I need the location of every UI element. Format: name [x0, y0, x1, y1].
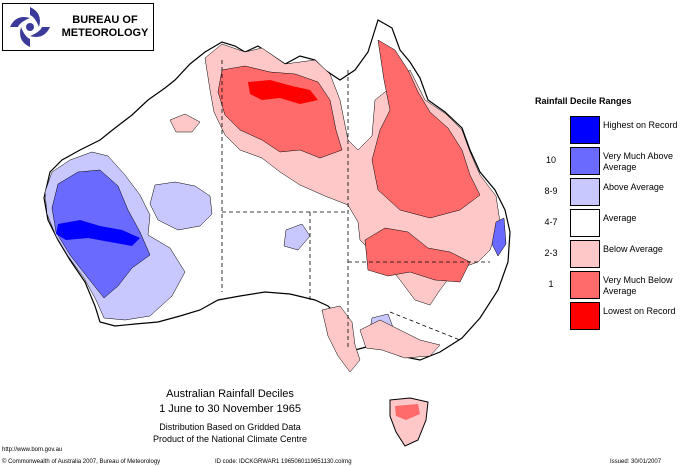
legend-title: Rainfall Decile Ranges: [535, 96, 632, 106]
legend-swatch: [570, 209, 600, 237]
north-very-much-below: [217, 65, 343, 159]
sa-below: [321, 305, 361, 373]
central-above-pocket: [283, 223, 311, 251]
legend-label: Highest on Record: [603, 120, 678, 130]
legend-range: 1: [548, 279, 554, 289]
sw-highest-on-record: [56, 220, 140, 246]
east-coast-above: [491, 217, 507, 257]
legend-swatch: [570, 240, 600, 268]
footer-url: http://www.bom.gov.au: [2, 447, 63, 453]
legend-row: Highest on Record: [540, 116, 680, 144]
legend-label: Very Much Above Average: [603, 151, 674, 172]
legend-swatch: [570, 178, 600, 206]
map-note-line2: Product of the National Climate Centre: [152, 434, 308, 444]
state-borders: [221, 60, 490, 350]
legend-row: 4-7 Average: [540, 209, 680, 237]
legend-range: 10: [545, 155, 556, 165]
org-line1: BUREAU OF: [72, 14, 138, 26]
legend-row: Lowest on Record: [540, 302, 680, 330]
qld-very-much-below: [371, 39, 481, 219]
legend-label: Above Average: [603, 182, 664, 192]
footer-copyright: © Commonwealth of Australia 2007, Bureau…: [2, 459, 161, 465]
org-line2: METEOROLOGY: [61, 27, 149, 39]
legend-row: 10 Very Much Above Average: [540, 147, 680, 175]
footer-issued: Issued: 30/01/2007: [610, 459, 662, 465]
legend-range: 2-3: [544, 248, 558, 258]
bom-swirl-logo-icon: [10, 7, 50, 47]
map-title-line2: 1 June to 30 November 1965: [159, 403, 301, 415]
legend-label: Lowest on Record: [603, 306, 676, 316]
kimberley-below: [169, 113, 201, 133]
legend-label: Very Much Below Average: [603, 275, 673, 296]
desert-above-average: [149, 181, 213, 231]
north-lowest-on-record: [248, 80, 318, 104]
legend-range: 8-9: [544, 186, 558, 196]
legend-label: Average: [603, 213, 637, 223]
legend-swatch: [570, 271, 600, 299]
legend-row: 8-9 Above Average: [540, 178, 680, 206]
bom-logo: BUREAU OF METEOROLOGY: [2, 3, 154, 51]
legend-swatch: [570, 147, 600, 175]
legend-row: 2-3 Below Average: [540, 240, 680, 268]
map-title-line1: Australian Rainfall Deciles: [166, 388, 294, 400]
legend-row: 1 Very Much Below Average: [540, 271, 680, 299]
footer-id: ID code: IDCKGRWAR1 1965060119651130.col…: [215, 459, 352, 465]
legend-label: Below Average: [603, 244, 663, 254]
tasmania-much-below: [395, 404, 420, 420]
bom-logo-text: BUREAU OF METEOROLOGY: [59, 14, 151, 40]
vic-below: [359, 319, 441, 359]
map-note-line1: Distribution Based on Gridded Data: [159, 422, 301, 432]
legend-range: 4-7: [544, 217, 558, 227]
legend-swatch: [570, 302, 600, 330]
inland-very-much-below: [364, 227, 471, 283]
legend-swatch: [570, 116, 600, 144]
